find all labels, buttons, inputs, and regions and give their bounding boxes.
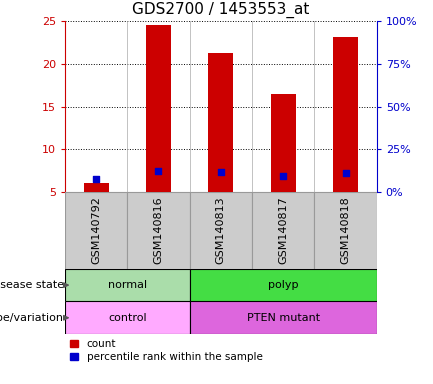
FancyBboxPatch shape bbox=[65, 192, 127, 269]
Text: GSM140813: GSM140813 bbox=[216, 197, 226, 264]
Point bbox=[93, 176, 100, 182]
Text: GSM140792: GSM140792 bbox=[91, 197, 101, 264]
FancyBboxPatch shape bbox=[252, 192, 314, 269]
Point bbox=[155, 168, 162, 174]
FancyBboxPatch shape bbox=[190, 301, 377, 334]
Text: GSM140817: GSM140817 bbox=[278, 197, 288, 264]
Text: GSM140816: GSM140816 bbox=[153, 197, 164, 264]
FancyBboxPatch shape bbox=[314, 192, 377, 269]
FancyBboxPatch shape bbox=[65, 269, 190, 301]
Bar bbox=[84, 184, 109, 192]
Bar bbox=[208, 53, 233, 192]
Text: genotype/variation: genotype/variation bbox=[0, 313, 64, 323]
Text: disease state: disease state bbox=[0, 280, 64, 290]
FancyBboxPatch shape bbox=[65, 301, 190, 334]
Text: polyp: polyp bbox=[268, 280, 298, 290]
Title: GDS2700 / 1453553_at: GDS2700 / 1453553_at bbox=[132, 2, 310, 18]
Text: normal: normal bbox=[108, 280, 147, 290]
Bar bbox=[146, 25, 171, 192]
Text: PTEN mutant: PTEN mutant bbox=[247, 313, 320, 323]
Point bbox=[280, 173, 287, 179]
Text: GSM140818: GSM140818 bbox=[340, 197, 351, 264]
Text: control: control bbox=[108, 313, 147, 323]
Bar bbox=[271, 94, 296, 192]
Legend: count, percentile rank within the sample: count, percentile rank within the sample bbox=[70, 339, 263, 362]
FancyBboxPatch shape bbox=[190, 192, 252, 269]
Point bbox=[342, 170, 349, 176]
Bar bbox=[333, 37, 358, 192]
FancyBboxPatch shape bbox=[127, 192, 190, 269]
Point bbox=[217, 169, 224, 175]
FancyBboxPatch shape bbox=[190, 269, 377, 301]
